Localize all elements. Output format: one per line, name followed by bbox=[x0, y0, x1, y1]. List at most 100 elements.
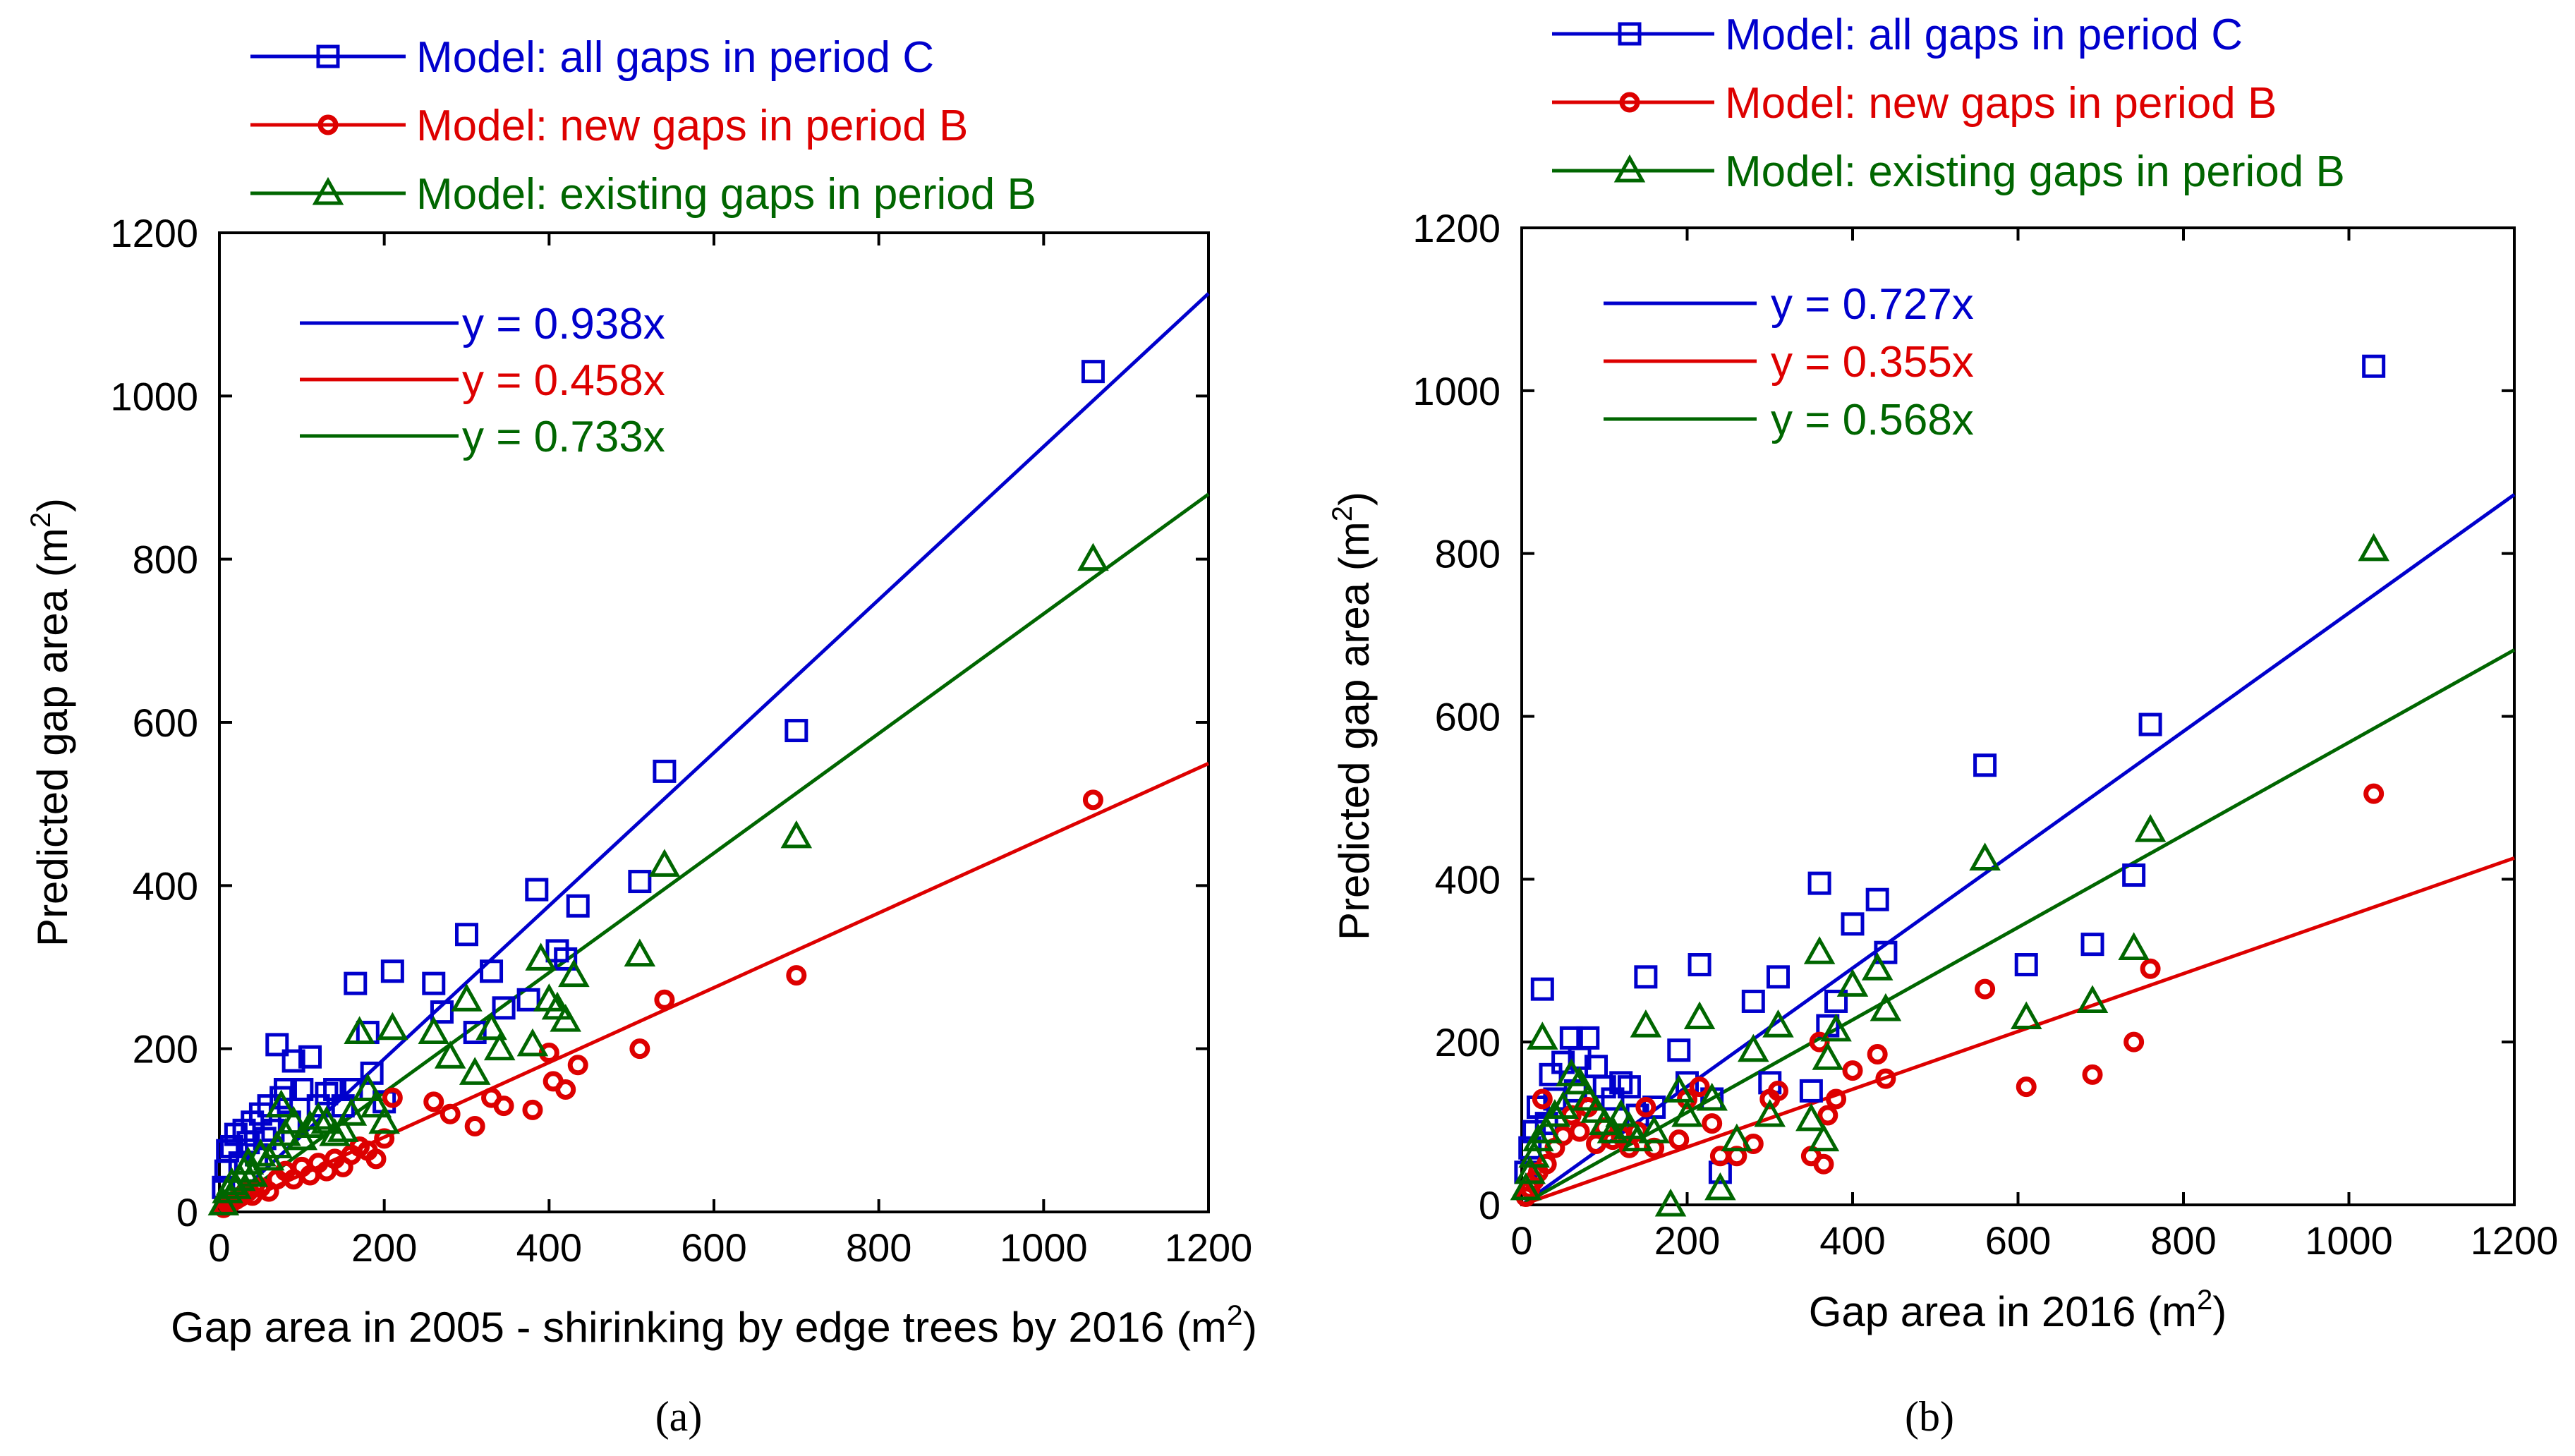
data-point-triangle bbox=[541, 991, 574, 1020]
data-point-triangle bbox=[434, 1041, 466, 1069]
x-tick-label: 0 bbox=[208, 1225, 230, 1270]
data-point-triangle bbox=[1870, 993, 1902, 1021]
data-point-triangle bbox=[1654, 1188, 1687, 1217]
data-point-square bbox=[430, 1000, 454, 1024]
y-axis-title-end: ) bbox=[29, 498, 76, 512]
legend-label: Model: new gaps in period B bbox=[416, 102, 968, 150]
fit-line-0 bbox=[218, 292, 1210, 1213]
panel-label: (a) bbox=[655, 1393, 703, 1440]
legend-label: Model: new gaps in period B bbox=[1725, 79, 2277, 128]
panel-a: 0 200 400 600 800 1000 1200 0 200 400 600 800 1000 12… bbox=[25, 33, 1257, 1440]
data-point-square bbox=[1688, 953, 1711, 977]
fit-legend-label: y = 0.938x bbox=[462, 300, 665, 348]
data-point-square bbox=[422, 971, 446, 995]
data-point-triangle bbox=[2134, 813, 2167, 842]
data-point-circle bbox=[365, 1148, 387, 1170]
panel-b: 0 200 400 600 800 1000 1200 0 200 400 600 800 1000 12… bbox=[1327, 11, 2558, 1440]
x-axis-title-text: Gap area in 2016 (m bbox=[1809, 1288, 2197, 1335]
data-point-triangle bbox=[1803, 936, 1836, 964]
data-point-triangle bbox=[377, 1012, 408, 1041]
data-point-circle bbox=[493, 1096, 514, 1117]
data-point-circle bbox=[522, 1099, 543, 1120]
data-point-circle bbox=[1867, 1043, 1888, 1064]
data-point-square bbox=[1539, 1062, 1563, 1086]
data-point-triangle bbox=[516, 1028, 549, 1057]
data-point-circle bbox=[2016, 1076, 2037, 1098]
data-point-triangle bbox=[1738, 1033, 1769, 1062]
data-point-circle bbox=[2363, 783, 2385, 804]
data-point-triangle bbox=[624, 938, 656, 967]
data-point-circle bbox=[440, 1103, 461, 1124]
data-point-circle bbox=[1875, 1068, 1896, 1089]
data-point-triangle bbox=[525, 942, 557, 971]
data-point-circle bbox=[555, 1079, 576, 1100]
data-point-triangle bbox=[1969, 842, 2001, 870]
y-tick-label: 600 bbox=[1435, 695, 1501, 739]
data-point-triangle bbox=[451, 983, 483, 1012]
fit-line-0 bbox=[1520, 493, 2516, 1207]
x-axis-title: Gap area in 2016 (m2) bbox=[1809, 1285, 2227, 1335]
data-point-triangle bbox=[1671, 1098, 1703, 1127]
data-point-triangle bbox=[302, 1101, 334, 1130]
data-point-square bbox=[628, 870, 652, 894]
data-point-triangle bbox=[483, 1032, 516, 1061]
data-point-triangle bbox=[1812, 1042, 1844, 1070]
data-point-square bbox=[455, 923, 478, 947]
data-point-triangle bbox=[368, 1105, 400, 1134]
data-point-square bbox=[784, 719, 808, 743]
data-point-triangle bbox=[360, 1089, 392, 1118]
y-tick-label: 800 bbox=[133, 538, 198, 582]
x-tick-label: 600 bbox=[681, 1225, 746, 1270]
data-point-circle bbox=[1689, 1076, 1710, 1098]
y-tick-label: 400 bbox=[1435, 857, 1501, 902]
data-point-triangle bbox=[1683, 1001, 1716, 1030]
y-tick-label: 0 bbox=[176, 1190, 198, 1234]
data-point-circle bbox=[1975, 978, 1996, 1000]
legend-label: Model: existing gaps in period B bbox=[416, 170, 1036, 219]
y-tick-label: 1200 bbox=[1412, 206, 1501, 250]
y-tick-label: 400 bbox=[133, 863, 198, 908]
data-point-triangle bbox=[1696, 1082, 1728, 1111]
data-point-square bbox=[1799, 1079, 1823, 1103]
data-point-square bbox=[1841, 912, 1865, 936]
x-axis-title: Gap area in 2005 - shirinking by edge tr… bbox=[171, 1300, 1257, 1351]
data-point-circle bbox=[654, 989, 675, 1010]
data-point-triangle bbox=[550, 1004, 581, 1032]
data-point-square bbox=[344, 971, 368, 995]
data-point-square bbox=[380, 959, 404, 983]
data-point-triangle bbox=[1510, 1172, 1542, 1201]
data-point-triangle bbox=[352, 1073, 384, 1101]
data-point-triangle bbox=[1630, 1009, 1662, 1038]
data-point-triangle bbox=[335, 1098, 368, 1126]
data-point-triangle bbox=[1539, 1098, 1571, 1127]
data-point-square bbox=[516, 988, 540, 1012]
x-tick-label: 0 bbox=[1510, 1218, 1532, 1263]
data-point-triangle bbox=[1721, 1123, 1753, 1152]
x-axis-title-text: Gap area in 2005 - shirinking by edge tr… bbox=[171, 1304, 1227, 1351]
data-point-triangle bbox=[1638, 1115, 1670, 1143]
data-point-square bbox=[1766, 965, 1790, 989]
y-tick-label: 600 bbox=[133, 700, 198, 745]
x-tick-label: 1000 bbox=[1000, 1225, 1088, 1270]
legend-label: Model: all gaps in period C bbox=[1725, 11, 2243, 59]
data-point-square bbox=[1865, 887, 1889, 911]
data-point-square bbox=[1973, 753, 1997, 777]
data-point-triangle bbox=[1704, 1172, 1736, 1201]
legend-marker bbox=[316, 44, 340, 68]
data-point-circle bbox=[1532, 1088, 1553, 1110]
data-point-circle bbox=[1569, 1121, 1590, 1142]
y-axis-title-end: ) bbox=[1331, 492, 1378, 506]
y-axis-title-text: Predicted gap area (m bbox=[29, 528, 76, 947]
data-point-triangle bbox=[1522, 1123, 1554, 1152]
fit-line-2 bbox=[1520, 648, 2516, 1207]
data-point-square bbox=[1824, 989, 1848, 1013]
x-tick-label: 200 bbox=[1654, 1218, 1720, 1263]
legend-marker bbox=[1618, 22, 1642, 46]
data-point-triangle bbox=[344, 1016, 375, 1045]
data-point-square bbox=[492, 996, 516, 1020]
y-tick-label: 1000 bbox=[1412, 369, 1501, 413]
x-axis-title-end: ) bbox=[1243, 1304, 1257, 1351]
data-point-triangle bbox=[418, 1016, 450, 1045]
data-point-square bbox=[1816, 1014, 1840, 1038]
